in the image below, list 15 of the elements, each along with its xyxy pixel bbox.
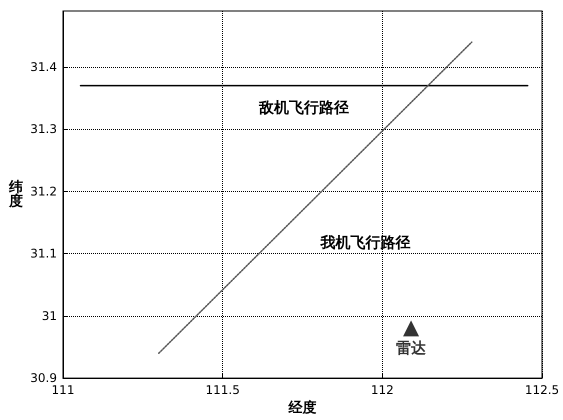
series-label: 雷达 [396, 338, 428, 357]
x-tick-label: 111.5 [205, 383, 240, 398]
x-tick-label: 111 [52, 383, 74, 398]
y-axis-title: 纬度 [8, 180, 23, 210]
x-axis-title: 经度 [288, 399, 316, 416]
y-tick-label: 31.1 [30, 246, 57, 261]
x-tick-label: 112.5 [524, 383, 560, 398]
y-tick-label: 30.9 [30, 371, 57, 386]
y-tick-label: 31.3 [30, 122, 57, 136]
x-tick-label: 112 [370, 383, 394, 398]
y-tick-label: 31.2 [30, 184, 57, 198]
y-tick-label: 31.4 [30, 60, 57, 74]
series-label: 我机飞行路径 [319, 234, 410, 252]
series-label: 敌机飞行路径 [258, 98, 350, 117]
y-tick-label: 31 [42, 308, 57, 323]
